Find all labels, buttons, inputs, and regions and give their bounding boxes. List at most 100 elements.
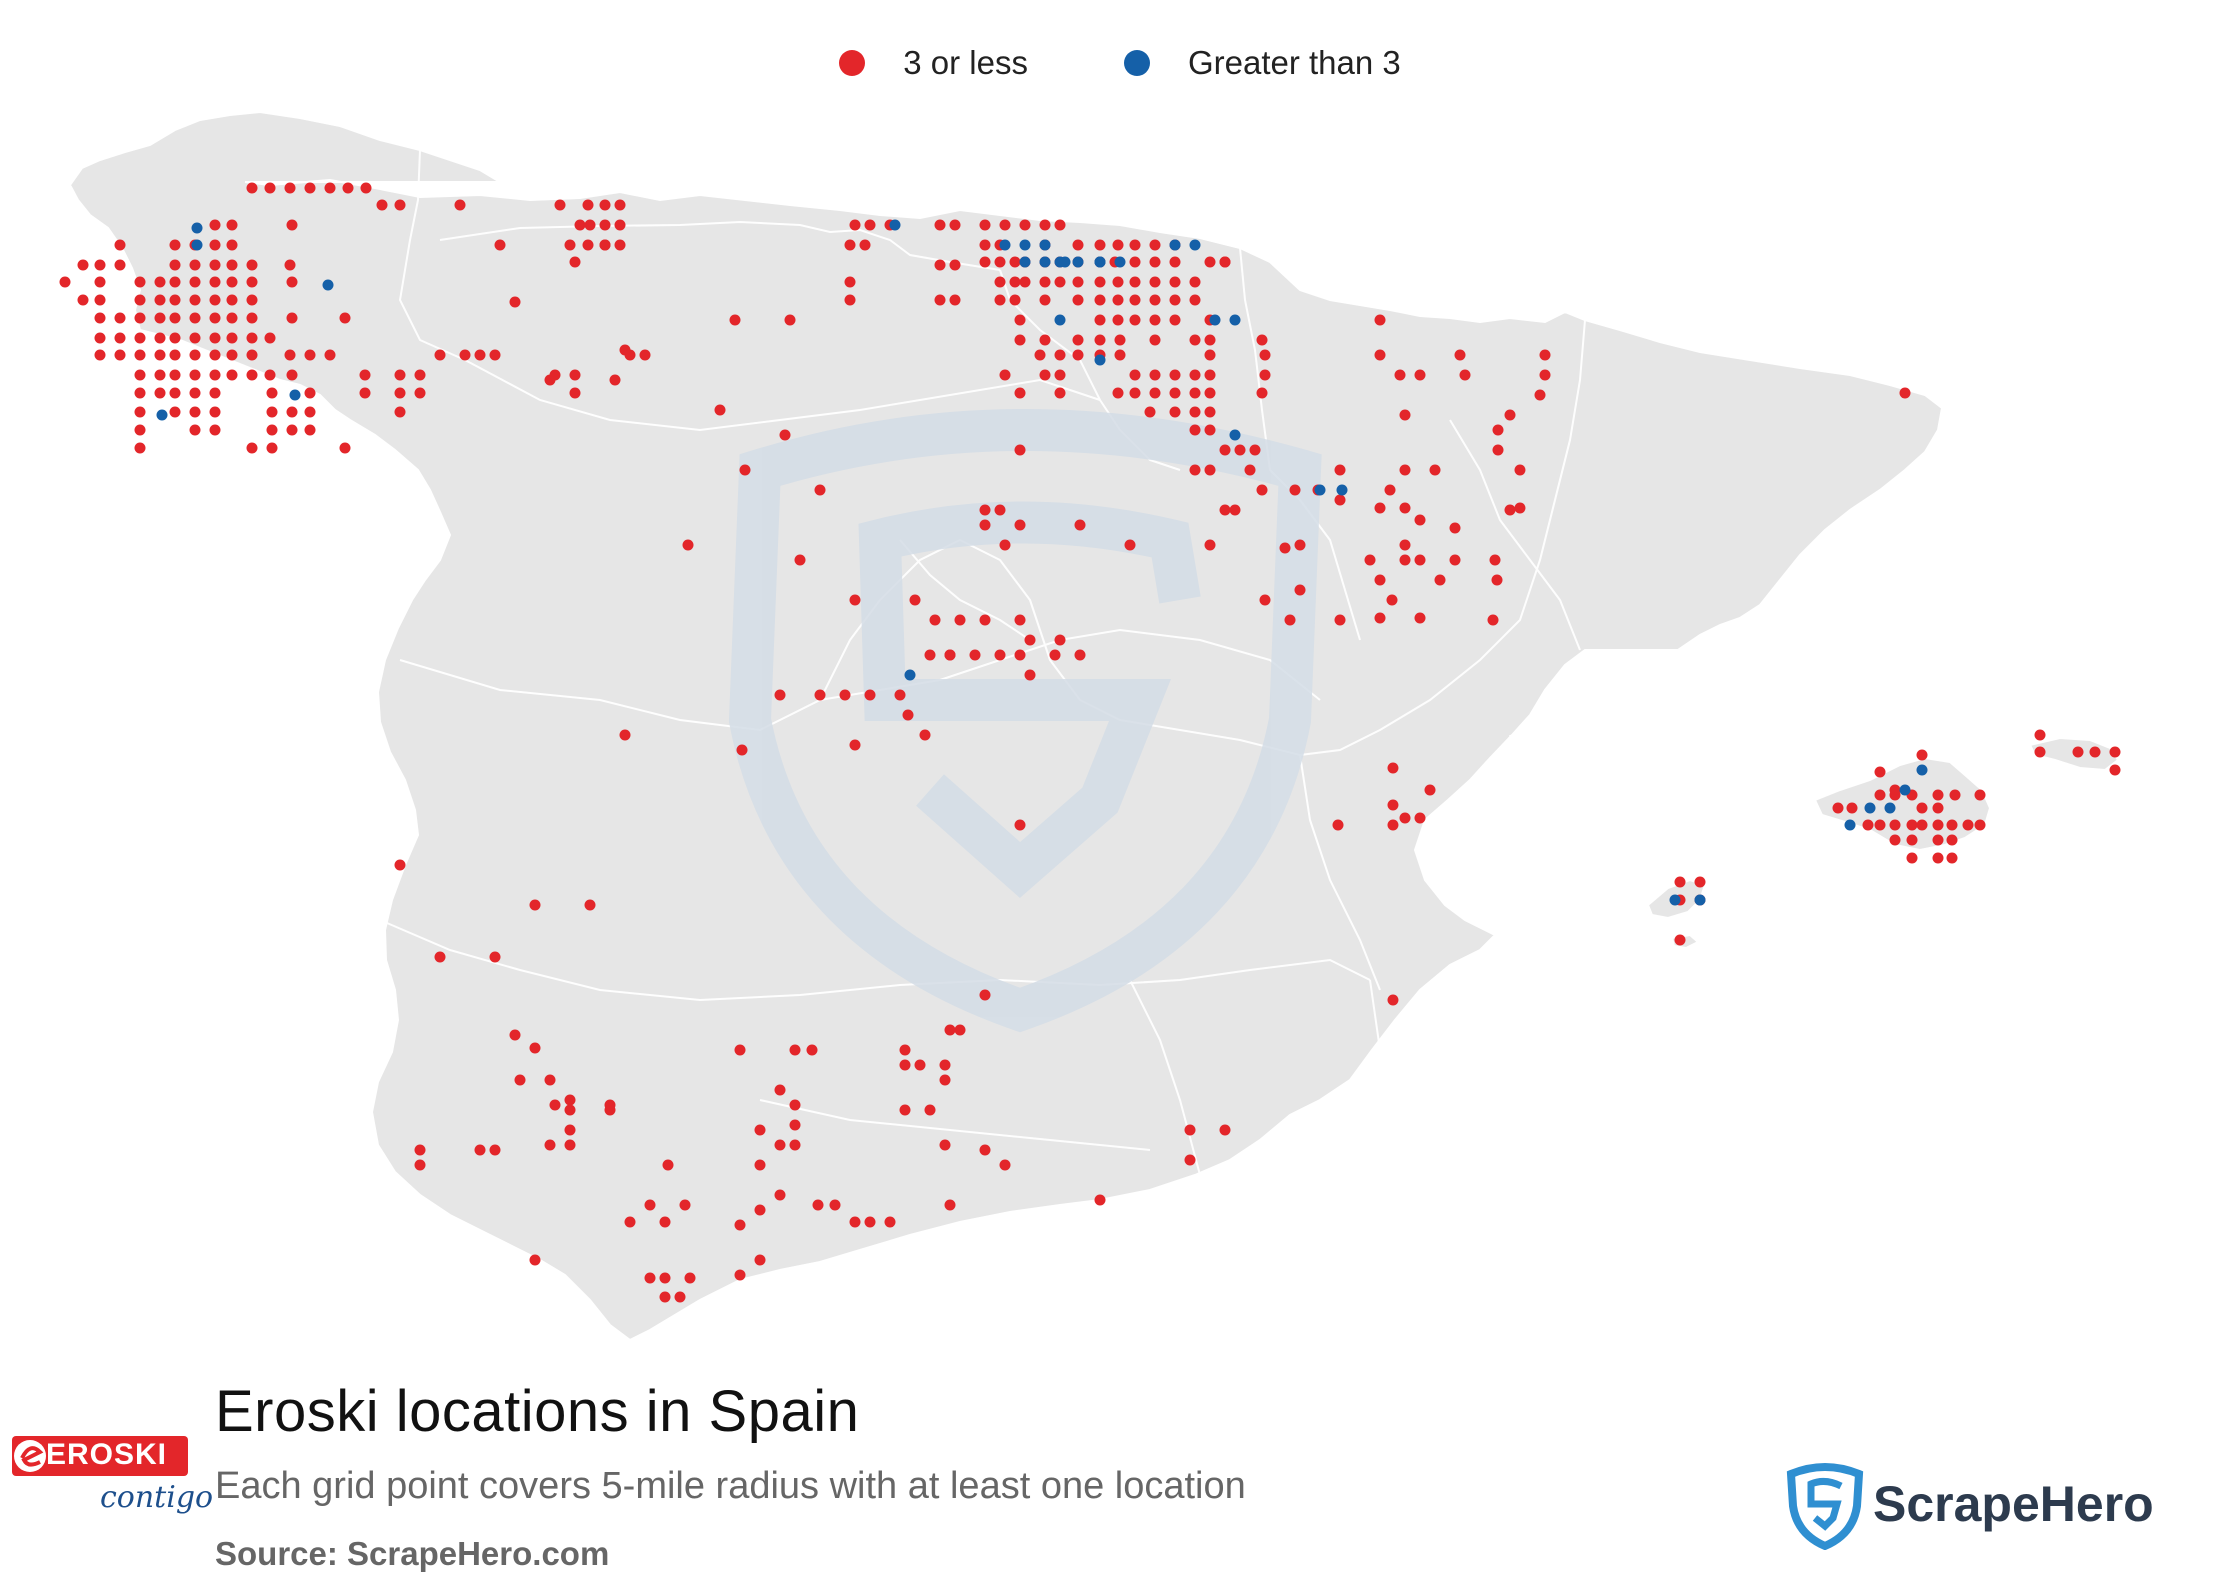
location-dot-red (474, 1144, 486, 1156)
location-dot-red (1204, 387, 1216, 399)
location-dot-blue (999, 239, 1011, 251)
location-dot-red (624, 349, 636, 361)
location-dot-red (1074, 649, 1086, 661)
location-dot-red (1094, 334, 1106, 346)
location-dot-red (1204, 406, 1216, 418)
location-dot-red (1492, 444, 1504, 456)
location-dot-red (494, 239, 506, 251)
location-dot-red (1534, 389, 1546, 401)
location-dot-red (934, 219, 946, 231)
location-dot-red (1399, 554, 1411, 566)
location-dot-red (599, 219, 611, 231)
location-dot-red (844, 276, 856, 288)
location-dot-red (1072, 334, 1084, 346)
location-dot-red (226, 259, 238, 271)
location-dot-red (944, 1199, 956, 1211)
location-dot-red (359, 387, 371, 399)
location-dot-red (1129, 276, 1141, 288)
location-dot-red (1906, 819, 1918, 831)
location-dot-red (394, 387, 406, 399)
location-dot-red (1256, 387, 1268, 399)
location-dot-red (1094, 276, 1106, 288)
location-dot-red (1294, 584, 1306, 596)
location-dot-red (189, 312, 201, 324)
location-dot-red (1364, 554, 1376, 566)
location-dot-red (1019, 276, 1031, 288)
location-dot-red (1414, 554, 1426, 566)
location-dot-red (1009, 294, 1021, 306)
location-dot-red (2089, 746, 2101, 758)
location-dot-red (286, 369, 298, 381)
location-dot-red (1674, 876, 1686, 888)
location-dot-red (949, 294, 961, 306)
location-dot-red (1149, 334, 1161, 346)
location-dot-red (1204, 539, 1216, 551)
location-dot-blue (1072, 256, 1084, 268)
location-dot-red (226, 369, 238, 381)
location-dot-red (1039, 294, 1051, 306)
location-dot-red (360, 182, 372, 194)
location-dot-red (134, 424, 146, 436)
location-dot-red (864, 1216, 876, 1228)
location-dot-red (474, 349, 486, 361)
location-dot-red (754, 1124, 766, 1136)
location-dot-red (1974, 789, 1986, 801)
location-dot-red (1054, 369, 1066, 381)
location-dot-red (1399, 464, 1411, 476)
location-dot-red (864, 689, 876, 701)
location-dot-red (754, 1204, 766, 1216)
location-dot-red (209, 406, 221, 418)
location-dot-red (169, 276, 181, 288)
location-dot-red (509, 1029, 521, 1041)
location-dot-blue (156, 409, 168, 421)
location-dot-red (774, 1084, 786, 1096)
location-dot-red (286, 219, 298, 231)
location-dot-red (1374, 349, 1386, 361)
location-dot-red (1184, 1154, 1196, 1166)
location-dot-red (682, 539, 694, 551)
location-dot-red (1114, 334, 1126, 346)
location-dot-red (77, 259, 89, 271)
location-dot-red (979, 504, 991, 516)
location-dot-blue (1844, 819, 1856, 831)
location-dot-red (1204, 369, 1216, 381)
location-dot-red (1889, 819, 1901, 831)
page-title: Eroski locations in Spain (215, 1379, 860, 1444)
location-dot-red (1049, 649, 1061, 661)
location-dot-red (1424, 784, 1436, 796)
location-dot-red (1946, 834, 1958, 846)
location-dot-red (1932, 802, 1944, 814)
location-dot-red (266, 387, 278, 399)
location-dot-red (154, 276, 166, 288)
location-dot-red (342, 182, 354, 194)
location-dot-red (1899, 387, 1911, 399)
location-dot-red (554, 199, 566, 211)
location-dot-red (454, 199, 466, 211)
location-dot-red (246, 349, 258, 361)
location-dot-red (1387, 994, 1399, 1006)
location-dot-red (1094, 239, 1106, 251)
location-dot-red (489, 1144, 501, 1156)
location-dot-red (414, 1144, 426, 1156)
location-dot-red (1169, 314, 1181, 326)
location-dot-red (154, 294, 166, 306)
location-dot-red (544, 1074, 556, 1086)
location-dot-red (514, 1074, 526, 1086)
location-dot-blue (1209, 314, 1221, 326)
location-dot-red (209, 332, 221, 344)
location-dot-red (1054, 276, 1066, 288)
location-dot-red (1189, 464, 1201, 476)
location-dot-red (1129, 369, 1141, 381)
location-dot-red (659, 1272, 671, 1284)
location-dot-red (684, 1272, 696, 1284)
location-dot-red (154, 312, 166, 324)
location-dot-red (376, 199, 388, 211)
location-dot-red (564, 1104, 576, 1116)
location-dot-red (286, 276, 298, 288)
location-dot-red (246, 369, 258, 381)
location-dot-red (774, 1139, 786, 1151)
location-dot-red (1539, 369, 1551, 381)
location-dot-red (209, 294, 221, 306)
location-dot-red (1014, 819, 1026, 831)
location-dot-red (829, 1199, 841, 1211)
